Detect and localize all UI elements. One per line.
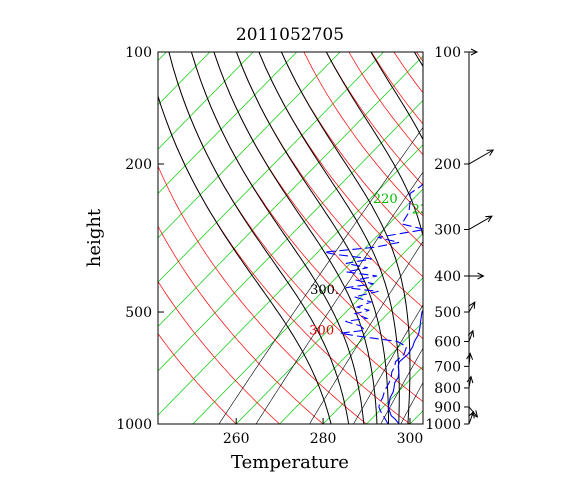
- isotherm-line: [366, 365, 423, 424]
- chart-annotation: 10.0: [558, 213, 563, 228]
- x-tick-label: 260: [223, 431, 250, 447]
- moist-adiabat-line: [325, 52, 423, 239]
- isotherm-line: [409, 410, 423, 424]
- isotherm-line: [158, 99, 423, 372]
- moist-adiabat-line: [235, 52, 389, 424]
- plot-area: 4004203503605.0010.015.0220230280300300.…: [0, 44, 563, 424]
- isotherm-line: [158, 52, 341, 239]
- y-axis-label: height: [84, 208, 105, 267]
- dry-adiabat-line: [371, 52, 423, 125]
- isotherm-line: [279, 277, 423, 424]
- moist-adiabat-line: [158, 94, 332, 424]
- moist-adiabat-line: [168, 52, 350, 424]
- wind-barb: [468, 301, 476, 313]
- isotherm-line: [158, 52, 211, 106]
- mixing-ratio-lines: [218, 126, 423, 424]
- dry-adiabat-line: [158, 280, 280, 424]
- chart-annotation: 300: [547, 257, 563, 272]
- chart-annotation: 230: [412, 203, 437, 218]
- dry-adiabat-line: [461, 52, 563, 424]
- dry-adiabat-line: [236, 52, 423, 309]
- wind-axis-label: 700: [434, 359, 461, 375]
- wind-barb: [468, 410, 475, 425]
- y-tick-label: 1000: [116, 417, 152, 433]
- wind-barb: [468, 215, 493, 230]
- x-axis-label: Temperature: [231, 452, 349, 473]
- wind-axis-label: 800: [434, 381, 461, 397]
- moist-adiabat-line: [469, 52, 520, 424]
- isotherm-line: [235, 232, 423, 424]
- y-tick-label: 200: [125, 157, 152, 173]
- sounding-series: [324, 183, 423, 424]
- wind-axis-label: 600: [434, 334, 461, 350]
- isotherm-line: [158, 144, 423, 416]
- chart-annotation: 5.00: [523, 220, 552, 235]
- y-tick-label: 100: [125, 45, 152, 61]
- wind-axis-label: 1000: [425, 417, 461, 433]
- chart-annotation: 300.: [310, 283, 339, 298]
- mixing-ratio-line: [309, 240, 423, 424]
- dry-adiabat-line: [158, 333, 237, 424]
- dry-adiabat-line: [158, 165, 367, 424]
- wind-axis-label: 400: [434, 269, 461, 285]
- isotherm-line: [158, 52, 298, 195]
- wind-axis-label: 500: [434, 305, 461, 321]
- moist-adiabat-line: [258, 52, 400, 424]
- x-tick-label: 280: [310, 431, 337, 447]
- chart-annotation: 350: [449, 192, 474, 207]
- moist-adiabat-line: [280, 52, 411, 424]
- dry-adiabat-line: [158, 95, 411, 424]
- wind-axis-label: 300: [434, 222, 461, 238]
- wind-axis-label: 900: [434, 400, 461, 416]
- wind-barb: [468, 149, 495, 165]
- y-tick-label: 500: [125, 305, 152, 321]
- isotherm-line: [158, 55, 423, 327]
- wind-barb: [466, 375, 474, 389]
- moist-adiabat-lines: [158, 52, 520, 424]
- isotherm-line: [158, 52, 254, 150]
- dry-adiabat-line: [258, 52, 423, 278]
- dry-adiabat-line: [191, 52, 423, 371]
- wind-barb: [467, 329, 475, 342]
- mixing-ratio-line: [353, 304, 423, 424]
- dewpoint-profile: [324, 183, 423, 424]
- mixing-ratio-line: [218, 126, 423, 424]
- dry-adiabat-line: [506, 52, 563, 424]
- dry-adiabat-lines: [158, 52, 563, 424]
- temperature-profile: [387, 309, 423, 424]
- dry-adiabat-line: [303, 52, 423, 217]
- chart-annotation: 300: [309, 324, 334, 339]
- wind-barb: [469, 48, 479, 56]
- isotherm-line: [0, 44, 131, 424]
- y-axis-ticks: 100 200 500 1000: [116, 45, 164, 433]
- dry-adiabat-line: [393, 52, 423, 94]
- mixing-ratio-line: [255, 171, 423, 424]
- dry-adiabat-line: [281, 52, 423, 247]
- chart-annotation: 220: [373, 192, 398, 207]
- mixing-ratio-line: [400, 381, 423, 424]
- dry-adiabat-line: [158, 225, 324, 424]
- x-axis-ticks: 260 280 300: [223, 418, 424, 447]
- mixing-ratio-line: [380, 347, 423, 424]
- isotherm-line: [158, 52, 385, 283]
- plot-frame: [157, 51, 424, 425]
- chart-annotation: 280: [463, 258, 488, 273]
- dry-adiabat-line: [484, 52, 563, 424]
- chart-annotation: 360: [483, 228, 508, 243]
- chart-annotations: 4004203503605.0010.015.0220230280300300.…: [309, 192, 563, 339]
- wind-barb: [466, 352, 474, 367]
- chart-title: 2011052705: [236, 25, 344, 45]
- wind-axis-label: 100: [434, 45, 461, 61]
- dry-adiabat-line: [213, 52, 423, 340]
- x-tick-label: 300: [397, 431, 424, 447]
- wind-barb: [468, 272, 485, 280]
- moist-adiabat-line: [190, 52, 365, 424]
- wind-axis-label: 200: [434, 157, 461, 173]
